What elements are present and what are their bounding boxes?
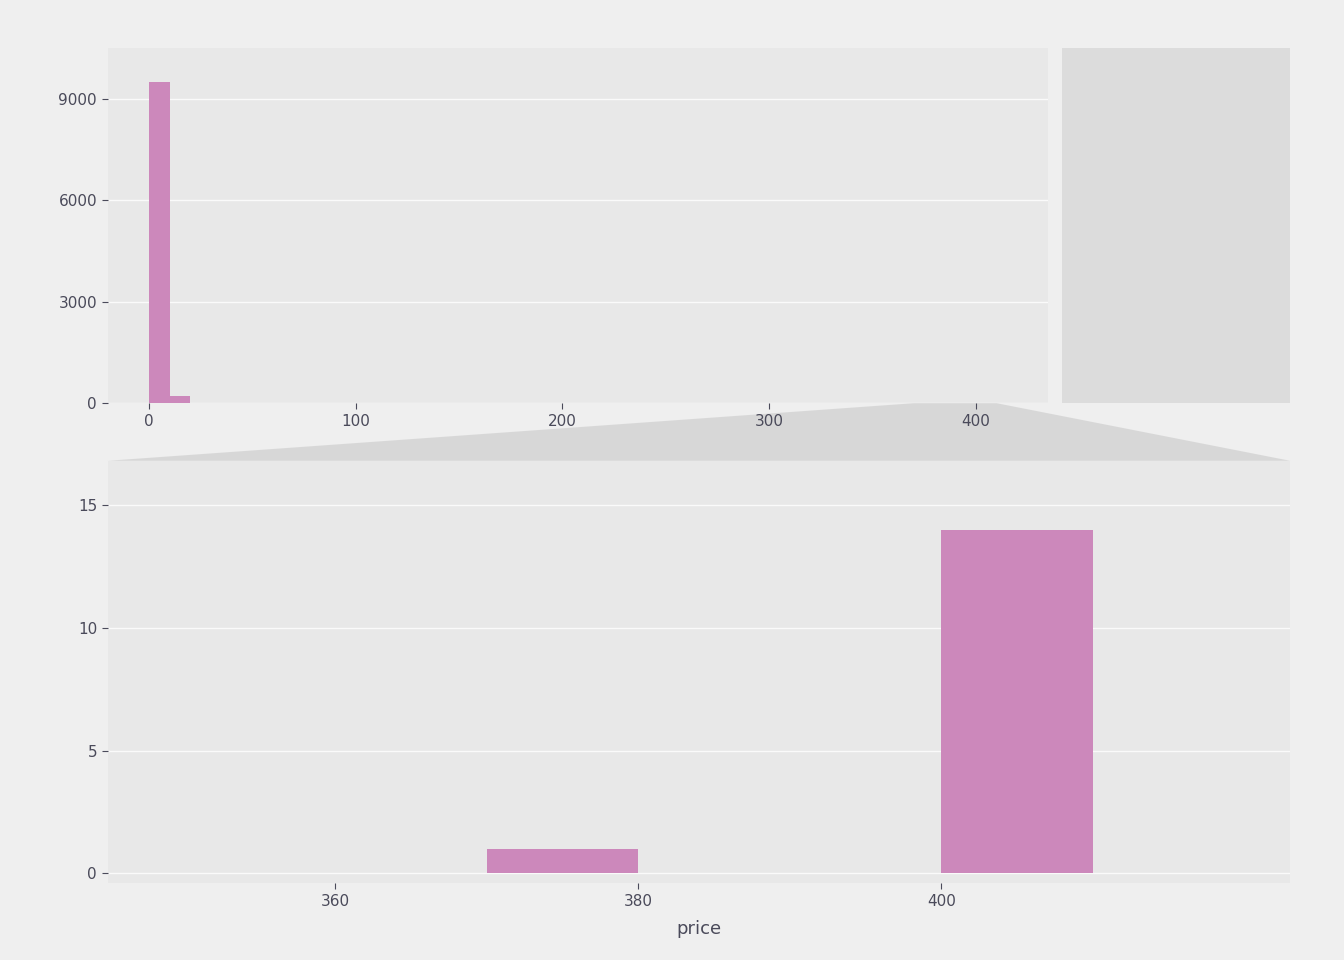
Bar — [487, 849, 638, 874]
Bar — [149, 82, 169, 403]
Bar — [169, 396, 191, 403]
X-axis label: price: price — [676, 920, 722, 938]
Bar — [942, 530, 1093, 874]
